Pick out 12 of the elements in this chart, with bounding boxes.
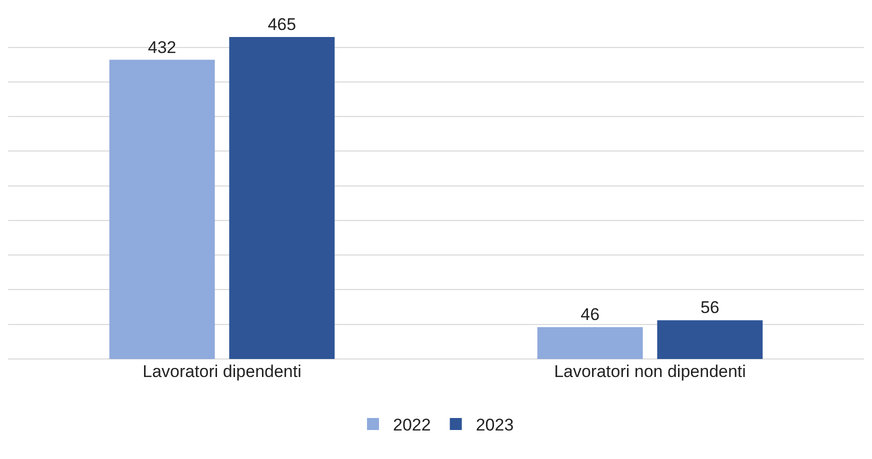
bar (109, 60, 215, 359)
data-label: 432 (148, 38, 176, 57)
x-tick-label: Lavoratori dipendenti (142, 362, 302, 381)
legend-label: 2023 (476, 416, 514, 435)
bar (229, 36, 335, 359)
data-label: 56 (700, 298, 720, 318)
data-label: 465 (268, 14, 296, 34)
bar (657, 320, 763, 359)
bar (537, 327, 643, 359)
legend-label: 2022 (393, 416, 431, 435)
x-tick-label: Lavoratori non dipendenti (554, 362, 746, 381)
data-label: 46 (580, 305, 600, 324)
